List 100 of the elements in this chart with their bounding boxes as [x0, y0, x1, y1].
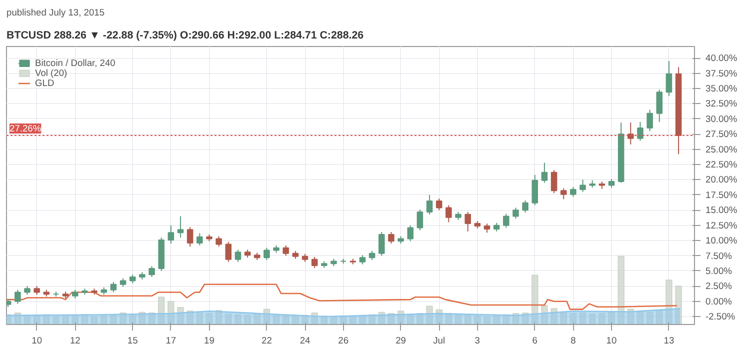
candlestick — [532, 174, 538, 206]
y-tick-label: 37.50% — [706, 68, 738, 78]
y-tick-label: 10.00% — [706, 236, 738, 246]
candlestick — [541, 162, 548, 184]
y-tick-label: -2.50% — [706, 312, 736, 322]
legend-label: GLD — [35, 78, 55, 88]
x-tick-label: 3 — [474, 336, 480, 346]
candlestick — [110, 281, 117, 293]
bar — [168, 300, 174, 324]
candlestick — [148, 266, 155, 278]
candlestick — [426, 194, 433, 215]
bar — [618, 256, 624, 324]
x-tick-label: 24 — [300, 336, 310, 346]
candlestick — [628, 122, 634, 145]
bar — [416, 313, 424, 324]
candlestick — [368, 250, 376, 261]
candlestick — [512, 207, 519, 220]
bar — [196, 312, 204, 324]
bar — [72, 315, 79, 324]
candlestick — [378, 232, 385, 256]
bar — [254, 313, 260, 324]
line-series — [6, 308, 681, 318]
chart-title: BTCUSD 288.26 ▼ -22.88 (-7.35%) O:290.66 H:292.00 L:284.71 C:288.26 — [6, 30, 364, 42]
x-tick-label: 8 — [570, 336, 576, 346]
bar — [532, 274, 538, 324]
bar — [292, 315, 299, 324]
ref-line-label: 27.26% — [10, 124, 42, 134]
y-tick-label: 27.50% — [706, 129, 738, 140]
candlestick — [168, 224, 174, 244]
y-tick-label: 22.50% — [706, 160, 738, 170]
bar — [158, 296, 165, 324]
x-tick-label: 15 — [127, 336, 138, 346]
bar — [579, 312, 586, 324]
candlestick — [311, 256, 318, 268]
y-tick-label: 5.00% — [706, 266, 732, 276]
bar — [598, 313, 606, 324]
y-tick-label: 7.50% — [706, 250, 732, 261]
candlestick — [216, 236, 222, 248]
y-tick-label: 30.00% — [706, 114, 738, 124]
x-tick-label: 17 — [166, 336, 176, 346]
y-tick-label: 25.00% — [706, 144, 738, 154]
candlestick — [416, 209, 424, 231]
bar — [234, 314, 242, 324]
candlestick — [560, 188, 567, 200]
candlestick — [646, 109, 653, 132]
bar — [426, 306, 433, 324]
bar — [646, 312, 654, 324]
bar — [100, 315, 108, 324]
bar — [588, 314, 596, 324]
bar — [177, 306, 184, 324]
bar — [560, 312, 567, 324]
x-tick-label: 12 — [70, 336, 80, 346]
x-tick-label: 29 — [396, 336, 406, 346]
legend-label: Bitcoin / Dollar, 240 — [35, 58, 116, 68]
y-tick-label: 35.00% — [706, 83, 738, 94]
candlestick — [580, 179, 586, 192]
x-tick-label: 26 — [338, 336, 349, 346]
candlestick — [234, 249, 242, 262]
y-tick-label: 17.50% — [706, 190, 738, 200]
bar — [484, 316, 490, 324]
x-tick-label: 13 — [664, 336, 674, 346]
bar — [474, 315, 481, 324]
x-tick-label: 6 — [532, 336, 538, 346]
bar — [464, 314, 472, 324]
candlestick — [359, 254, 366, 265]
y-tick-label: 40.00% — [706, 53, 738, 64]
y-tick-label: 20.00% — [706, 174, 738, 185]
bar — [608, 312, 615, 324]
candlestick — [464, 211, 471, 232]
x-tick-label: 10 — [32, 336, 42, 346]
candlestick — [446, 204, 452, 223]
candlestick — [186, 226, 194, 248]
candlestick — [177, 216, 184, 238]
candlestick — [407, 224, 414, 242]
candlestick — [225, 241, 232, 262]
bar — [186, 310, 194, 324]
bar — [570, 313, 577, 324]
bar — [436, 309, 442, 324]
bar — [675, 286, 682, 324]
bar — [52, 316, 60, 324]
candlestick — [196, 232, 203, 246]
candlestick — [282, 244, 289, 256]
candlestick — [522, 200, 528, 214]
x-tick-label: 19 — [204, 336, 214, 346]
bar — [244, 314, 251, 324]
candlestick — [637, 121, 644, 142]
y-tick-label: 0.00% — [706, 296, 732, 306]
candlestick — [484, 223, 490, 234]
candlestick — [388, 232, 394, 244]
bar — [206, 313, 213, 324]
candlestick — [570, 186, 576, 198]
candlestick — [550, 169, 558, 194]
bar — [656, 310, 663, 324]
line-series — [6, 284, 678, 310]
bar — [550, 308, 558, 324]
candlestick — [666, 60, 672, 96]
x-tick-label: Jul — [433, 336, 446, 346]
x-tick-label: 22 — [262, 336, 272, 346]
candlestick — [264, 247, 270, 261]
legend-label: Vol (20) — [35, 68, 68, 78]
